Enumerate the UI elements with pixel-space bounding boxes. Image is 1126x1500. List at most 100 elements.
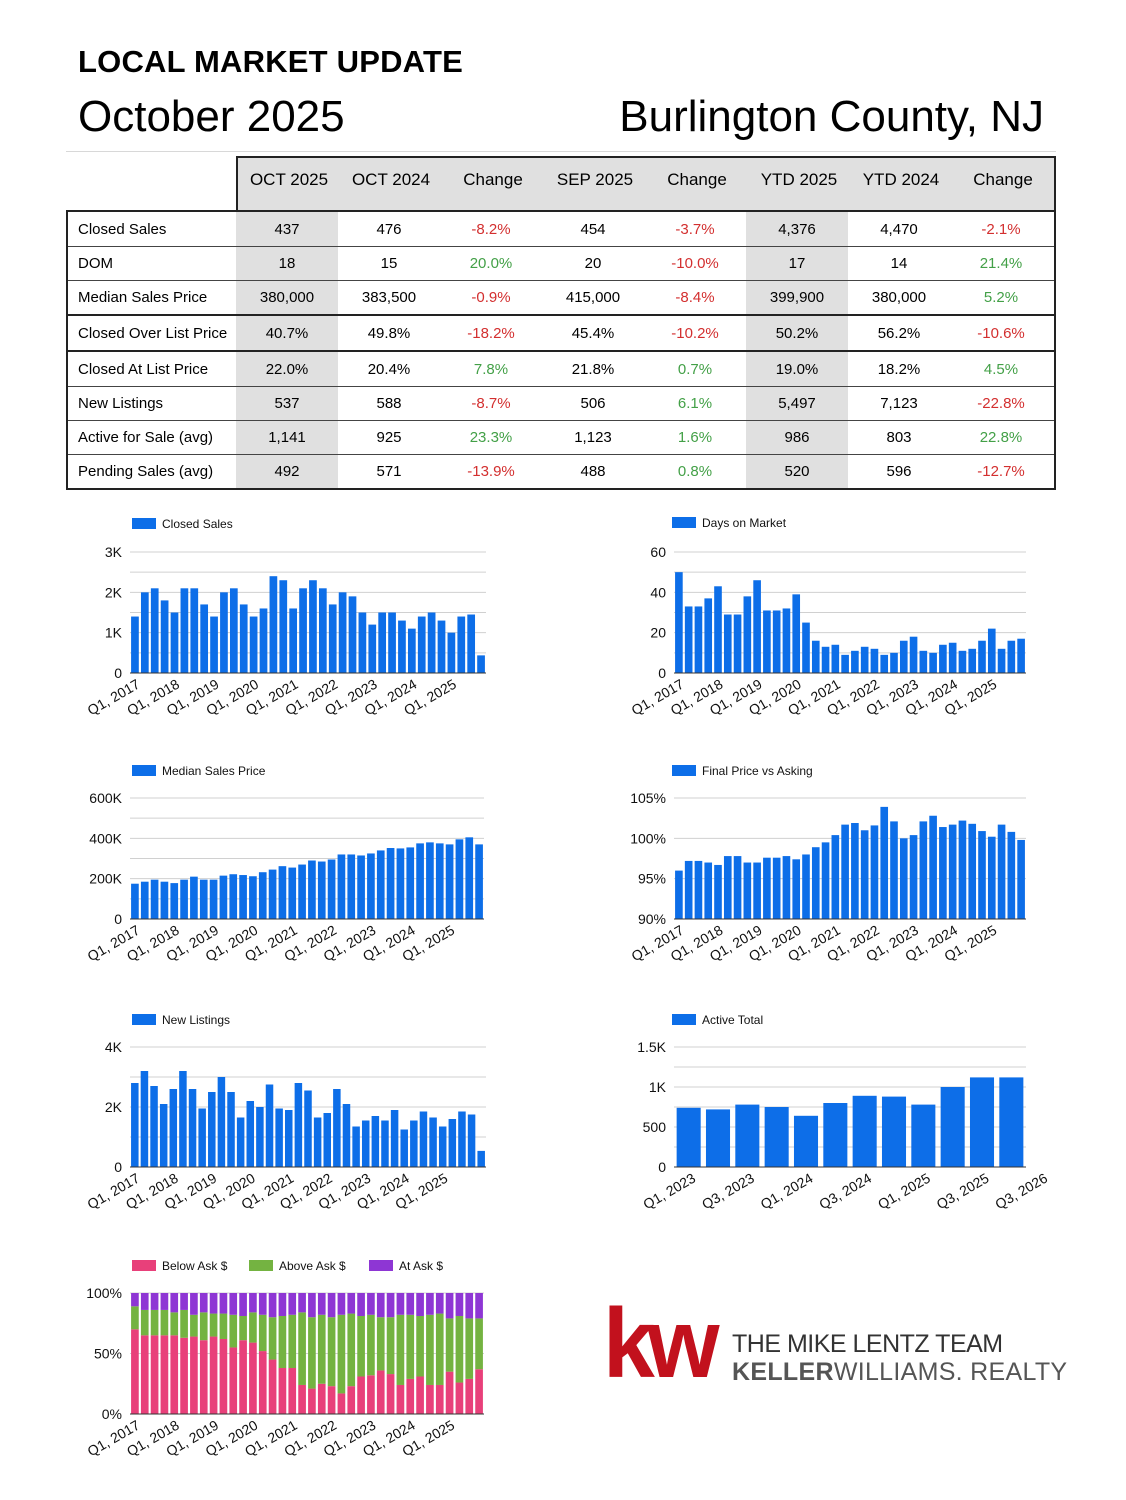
bar [265, 1084, 274, 1167]
legend-label: Above Ask $ [279, 1259, 346, 1273]
bar [239, 875, 247, 919]
legend-swatch [249, 1260, 273, 1271]
bar-segment [376, 1317, 385, 1371]
bar [361, 1120, 370, 1167]
value-cell: 45.4% [571, 324, 615, 342]
bar-segment [140, 1335, 149, 1414]
value-cell: 506 [580, 395, 606, 412]
bar [743, 862, 752, 919]
legend-swatch [672, 765, 696, 776]
value-cell: 15 [380, 255, 398, 272]
bar [367, 853, 375, 919]
bar [735, 1104, 760, 1167]
bar-segment [475, 1369, 483, 1414]
legend-swatch [672, 517, 696, 528]
bar [229, 874, 238, 919]
bar [317, 861, 326, 919]
bar-segment [347, 1293, 356, 1314]
bar-segment [435, 1293, 444, 1314]
bar-segment [150, 1335, 159, 1414]
bar [704, 598, 713, 673]
bar [396, 848, 405, 919]
bar-segment [140, 1309, 149, 1336]
bar [467, 614, 476, 673]
bar-segment [298, 1293, 306, 1313]
change-cell: -10.2% [671, 324, 719, 342]
y-tick-label: 40 [650, 584, 666, 600]
bar [782, 856, 791, 919]
team-name: THE MIKE LENTZ TEAM [732, 1330, 1003, 1358]
bar [763, 857, 771, 919]
column-header: Change [667, 170, 727, 189]
bar-segment [239, 1315, 247, 1341]
bar [763, 610, 771, 673]
bar-segment [170, 1335, 179, 1414]
value-cell: 588 [376, 395, 402, 412]
bar [987, 628, 996, 673]
bar [150, 879, 159, 919]
table-row: Active for Sale (avg) 1,141 925 23.3% 1,123 1… [68, 420, 1054, 454]
bar [909, 636, 918, 673]
table-row: New Listings 537 588 -8.7% 506 6.1% 5,497 7,123… [68, 386, 1054, 420]
bar-segment [337, 1393, 346, 1414]
chart-days-on-market: Days on Market 0 20 40 60 Q1, 2017 Q1, 2018 Q1,… [606, 510, 1046, 720]
bar [208, 1092, 216, 1167]
chart-median-sales-price: Median Sales Price 0 200K 400K 600K Q1, 2017 Q… [66, 757, 506, 967]
bar [978, 831, 986, 919]
bar [675, 870, 683, 919]
bar-segment [317, 1293, 326, 1315]
y-tick-label: 50% [94, 1346, 122, 1362]
change-cell: 7.8% [473, 360, 509, 378]
column-header: OCT 2024 [351, 170, 431, 189]
y-tick-label: 0 [114, 911, 122, 927]
bar [327, 859, 336, 919]
bar-segment [406, 1314, 415, 1379]
bar [249, 616, 258, 673]
bar-segment [357, 1315, 365, 1377]
bar-segment [308, 1317, 316, 1389]
change-cell: 23.3% [469, 429, 513, 446]
bar [429, 1117, 437, 1167]
bar-segment [396, 1384, 405, 1414]
bar-segment [347, 1313, 356, 1387]
bar-segment [209, 1293, 218, 1314]
bar-segment [386, 1317, 395, 1375]
keller-williams-logo: kw THE MIKE LENTZ TEAM KELLERWILLIAMS. R… [603, 1294, 1067, 1392]
bar [209, 879, 218, 919]
row-label: Closed Over List Price [68, 316, 238, 350]
legend-swatch [369, 1260, 393, 1271]
bar [881, 1096, 907, 1167]
bar [772, 610, 781, 673]
bar [419, 1111, 428, 1167]
table-header: OCT 2025 OCT 2024 Change SEP 2025 Change YTD … [236, 156, 1056, 212]
bar [190, 588, 199, 673]
bar [714, 864, 722, 919]
legend-swatch [132, 765, 156, 776]
brokerage-name: KELLERWILLIAMS. REALTY [732, 1358, 1067, 1387]
bar-segment [190, 1314, 198, 1337]
row-label: Median Sales Price [68, 281, 238, 314]
bar [811, 640, 820, 673]
y-tick-label: 4K [105, 1039, 123, 1055]
bar [352, 1126, 360, 1167]
bar [227, 1092, 235, 1167]
bar [328, 604, 337, 673]
bar-segment [376, 1293, 385, 1318]
bar [239, 604, 248, 673]
bar [457, 616, 466, 673]
bar-segment [180, 1309, 188, 1338]
value-cell: 18.2% [877, 360, 921, 378]
bar-segment [170, 1312, 179, 1336]
change-cell: 4.5% [983, 360, 1019, 378]
bar-segment [416, 1315, 424, 1377]
row-label: DOM [68, 247, 238, 280]
brokerage-name-bold: KELLER [732, 1358, 834, 1386]
bar [939, 644, 947, 673]
bar [309, 580, 317, 673]
bar [911, 1104, 936, 1167]
bar-segment [249, 1342, 257, 1414]
bar [958, 650, 967, 673]
bar [131, 1083, 139, 1167]
y-tick-label: 0 [658, 1159, 666, 1175]
bar [249, 876, 257, 919]
